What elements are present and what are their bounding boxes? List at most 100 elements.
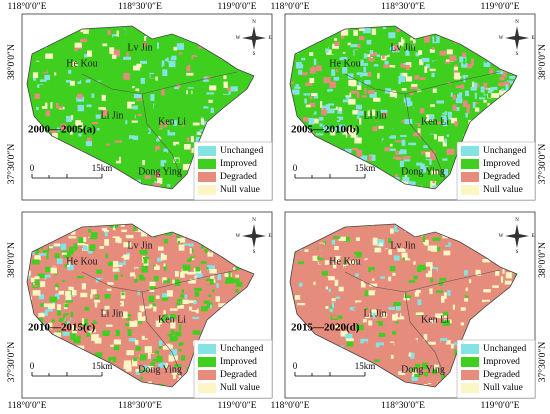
pixel-patch xyxy=(30,277,35,283)
pixel-patch xyxy=(463,76,466,83)
pixel-patch xyxy=(60,250,69,253)
pixel-patch xyxy=(140,170,147,173)
pixel-patch xyxy=(396,52,401,58)
pixel-patch xyxy=(368,333,373,337)
pixel-patch xyxy=(450,355,457,359)
pixel-patch xyxy=(441,373,445,380)
pixel-patch xyxy=(186,137,190,143)
pixel-patch xyxy=(138,274,146,281)
pixel-patch xyxy=(454,72,461,80)
pixel-patch xyxy=(188,300,197,304)
pixel-patch xyxy=(367,90,375,94)
pixel-patch xyxy=(372,109,376,116)
pixel-patch xyxy=(355,237,361,242)
pixel-patch xyxy=(63,40,68,47)
pixel-patch xyxy=(389,90,397,98)
pixel-patch xyxy=(422,362,429,370)
pixel-patch xyxy=(61,88,68,92)
place-name: Dong Ying xyxy=(401,166,445,177)
pixel-patch xyxy=(135,156,144,160)
pixel-patch xyxy=(86,332,91,337)
pixel-patch xyxy=(408,379,414,384)
pixel-patch xyxy=(506,270,510,276)
pixel-patch xyxy=(395,371,399,376)
pixel-patch xyxy=(339,56,348,61)
pixel-patch xyxy=(40,100,45,107)
pixel-patch xyxy=(92,150,99,158)
pixel-patch xyxy=(380,55,389,61)
longitude-label: 119°0′0″E xyxy=(217,400,256,411)
pixel-patch xyxy=(346,253,349,258)
pixel-patch xyxy=(325,253,330,261)
pixel-patch xyxy=(325,116,331,120)
pixel-patch xyxy=(114,104,118,109)
pixel-patch xyxy=(491,93,500,98)
pixel-patch xyxy=(128,152,135,159)
pixel-patch xyxy=(345,36,348,41)
pixel-patch xyxy=(514,272,517,277)
compass-star xyxy=(242,26,266,50)
pixel-patch xyxy=(401,252,408,258)
pixel-patch xyxy=(160,34,165,41)
pixel-patch xyxy=(110,344,114,347)
pixel-patch xyxy=(170,313,176,318)
pixel-patch xyxy=(401,139,406,146)
pixel-patch xyxy=(228,271,231,278)
pixel-patch xyxy=(456,80,461,86)
compass-star xyxy=(505,26,529,50)
pixel-patch xyxy=(415,363,421,369)
pixel-patch xyxy=(121,311,128,319)
pixel-patch xyxy=(173,116,178,119)
pixel-patch xyxy=(444,136,447,144)
pixel-patch xyxy=(53,332,62,338)
place-name: Ken Li xyxy=(158,314,186,325)
pixel-patch xyxy=(355,300,362,303)
pixel-patch xyxy=(96,90,103,97)
pixel-patch xyxy=(139,83,143,89)
pixel-patch xyxy=(183,144,192,150)
pixel-patch xyxy=(178,52,182,55)
pixel-patch xyxy=(483,61,491,67)
pixel-patch xyxy=(348,79,356,86)
scale-zero: 0 xyxy=(30,361,35,371)
pixel-patch xyxy=(164,121,169,125)
pixel-patch xyxy=(393,302,402,305)
pixel-patch xyxy=(335,136,340,143)
pixel-patch xyxy=(496,70,504,75)
latitude-label: 37°30′0″N xyxy=(537,144,548,185)
pixel-patch xyxy=(414,373,421,378)
pixel-patch xyxy=(465,287,468,292)
scale-bar: 0 15km xyxy=(293,163,375,179)
pixel-patch xyxy=(112,224,116,231)
pixel-patch xyxy=(179,58,183,64)
pixel-patch xyxy=(74,116,82,123)
pixel-patch xyxy=(461,62,468,68)
pixel-patch xyxy=(57,250,63,255)
pixel-patch xyxy=(331,118,339,121)
pixel-patch xyxy=(142,97,151,103)
latitude-label: 38°0′0″N xyxy=(6,44,17,80)
pixel-patch xyxy=(304,310,312,316)
pixel-patch xyxy=(164,162,172,167)
pixel-patch xyxy=(402,369,408,372)
pixel-patch xyxy=(428,365,434,371)
pixel-patch xyxy=(362,26,371,34)
pixel-patch xyxy=(389,135,396,139)
pixel-patch xyxy=(479,263,485,270)
pixel-patch xyxy=(313,281,316,286)
pixel-patch xyxy=(315,133,324,136)
pixel-patch xyxy=(173,46,178,51)
pixel-patch xyxy=(57,308,61,316)
pixel-patch xyxy=(430,104,435,107)
pixel-patch xyxy=(351,322,359,328)
pixel-patch xyxy=(179,102,183,106)
pixel-patch xyxy=(83,237,87,243)
pixel-patch xyxy=(442,158,448,161)
pixel-patch xyxy=(79,254,88,261)
pixel-patch xyxy=(403,97,411,103)
pixel-patch xyxy=(365,141,372,145)
pixel-patch xyxy=(299,287,305,291)
pixel-patch xyxy=(400,135,407,138)
